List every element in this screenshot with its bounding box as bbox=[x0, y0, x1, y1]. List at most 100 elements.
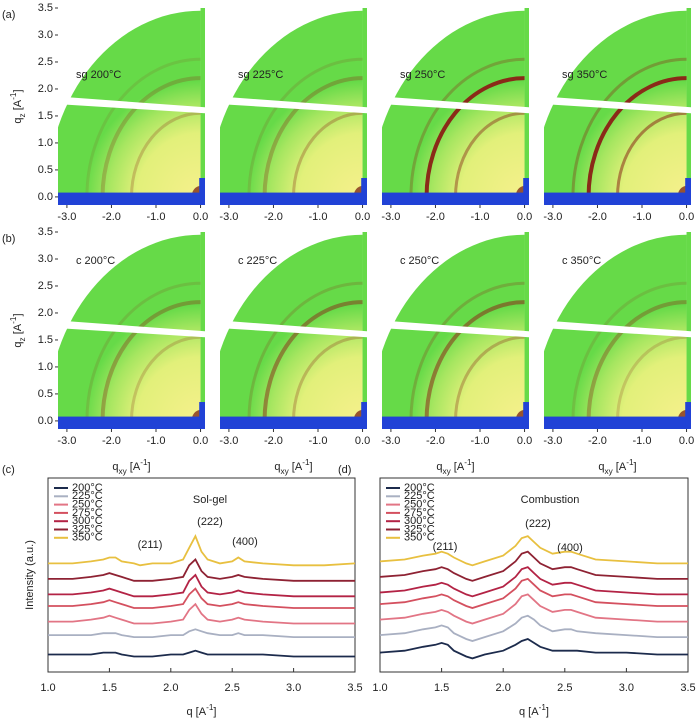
x-tick-label: -1.0 bbox=[147, 211, 166, 223]
image-title: sg 350°C bbox=[562, 69, 607, 81]
ring bbox=[616, 335, 687, 421]
series-line bbox=[379, 638, 688, 660]
y-tick-label: 1.0 bbox=[38, 137, 53, 149]
image-title: sg 200°C bbox=[76, 69, 121, 81]
detector-image bbox=[58, 8, 205, 205]
ring bbox=[130, 335, 201, 421]
mask bbox=[382, 8, 472, 29]
plot-frame bbox=[47, 477, 356, 673]
gap bbox=[220, 320, 367, 338]
mask bbox=[382, 232, 472, 253]
mask bbox=[220, 8, 310, 29]
horizon-band bbox=[544, 416, 691, 429]
x-tick-label: 3.0 bbox=[619, 682, 634, 694]
x-tick-label: 2.0 bbox=[163, 682, 178, 694]
x-axis-label: q [A-1] bbox=[187, 703, 217, 718]
series-line bbox=[379, 614, 688, 642]
beamstop bbox=[199, 402, 205, 429]
x-tick-label: -1.0 bbox=[309, 435, 328, 447]
peak-label: (222) bbox=[525, 518, 551, 530]
x-tick-label: -1.0 bbox=[471, 435, 490, 447]
y-tick-label: 1.0 bbox=[38, 361, 53, 373]
legend-label: 225°C bbox=[72, 490, 103, 502]
detector-image bbox=[382, 232, 529, 429]
y-tick-label: 0.0 bbox=[38, 415, 53, 427]
y-axis-label: qz [A-1] bbox=[9, 89, 27, 123]
x-tick-label: -3.0 bbox=[543, 435, 562, 447]
legend-label: 225°C bbox=[404, 490, 435, 502]
ring bbox=[130, 111, 201, 197]
detector-image bbox=[544, 8, 691, 205]
series-line bbox=[48, 628, 355, 638]
peak-label: (222) bbox=[197, 516, 223, 528]
x-tick-label: -2.0 bbox=[426, 435, 445, 447]
ring bbox=[85, 281, 201, 421]
y-tick-label: 2.5 bbox=[38, 56, 53, 68]
ring bbox=[100, 300, 201, 421]
gap bbox=[382, 320, 529, 338]
beamstop bbox=[685, 402, 691, 429]
x-tick-label: -3.0 bbox=[57, 435, 76, 447]
detector-image bbox=[544, 232, 691, 429]
x-tick-label: -3.0 bbox=[381, 211, 400, 223]
ring bbox=[571, 281, 687, 421]
x-axis-label: qxy [A-1] bbox=[436, 458, 474, 476]
y-tick-label: 3.0 bbox=[38, 29, 53, 41]
horizon-band bbox=[544, 192, 691, 205]
mask bbox=[544, 8, 634, 29]
ring bbox=[292, 111, 363, 197]
horizon-band bbox=[58, 192, 205, 205]
ring bbox=[424, 300, 525, 421]
ring bbox=[454, 111, 525, 197]
ring bbox=[571, 57, 687, 197]
ring bbox=[85, 57, 201, 197]
x-tick-label: 0.0 bbox=[355, 435, 370, 447]
x-tick-label: 0.0 bbox=[679, 211, 694, 223]
x-tick-label: 3.5 bbox=[680, 682, 695, 694]
series-line bbox=[48, 587, 355, 609]
legend-label: 350°C bbox=[72, 532, 103, 544]
x-axis-label: qxy [A-1] bbox=[112, 458, 150, 476]
y-tick-label: 2.5 bbox=[38, 280, 53, 292]
legend-label: 200°C bbox=[404, 482, 435, 494]
x-tick-label: -1.0 bbox=[471, 211, 490, 223]
y-tick-label: 0.0 bbox=[38, 191, 53, 203]
ring bbox=[247, 57, 363, 197]
y-tick-label: 0.5 bbox=[38, 164, 53, 176]
legend-label: 200°C bbox=[72, 482, 103, 494]
horizon-band bbox=[382, 192, 529, 205]
image-title: c 350°C bbox=[562, 255, 601, 267]
y-axis-label: Intensity (a.u.) bbox=[24, 540, 36, 610]
peak-label: (400) bbox=[232, 536, 258, 548]
x-tick-label: 1.0 bbox=[372, 682, 387, 694]
x-axis-label: qxy [A-1] bbox=[598, 458, 636, 476]
detector-image bbox=[58, 232, 205, 429]
x-tick-label: -3.0 bbox=[219, 435, 238, 447]
y-tick-label: 3.5 bbox=[38, 226, 53, 238]
image-title: c 225°C bbox=[238, 255, 277, 267]
mask bbox=[58, 232, 148, 253]
x-tick-label: 0.0 bbox=[193, 211, 208, 223]
x-tick-label: 1.5 bbox=[102, 682, 117, 694]
x-tick-label: -1.0 bbox=[147, 435, 166, 447]
x-tick-label: 0.0 bbox=[517, 211, 532, 223]
legend-label: 300°C bbox=[404, 515, 435, 527]
series-line bbox=[48, 558, 355, 582]
series-line bbox=[48, 534, 356, 567]
x-tick-label: -1.0 bbox=[633, 435, 652, 447]
ring bbox=[454, 335, 525, 421]
beamstop bbox=[361, 178, 367, 205]
x-tick-label: -2.0 bbox=[588, 211, 607, 223]
y-tick-label: 3.5 bbox=[38, 2, 53, 14]
gap bbox=[544, 320, 691, 338]
ring bbox=[586, 300, 687, 421]
beamstop bbox=[361, 402, 367, 429]
x-tick-label: 0.0 bbox=[193, 435, 208, 447]
panel-label: (c) bbox=[2, 464, 15, 476]
x-tick-label: -3.0 bbox=[57, 211, 76, 223]
y-axis-label: qz [A-1] bbox=[9, 313, 27, 347]
image-title: sg 250°C bbox=[400, 69, 445, 81]
plot-frame bbox=[379, 477, 689, 673]
y-tick-label: 2.0 bbox=[38, 83, 53, 95]
